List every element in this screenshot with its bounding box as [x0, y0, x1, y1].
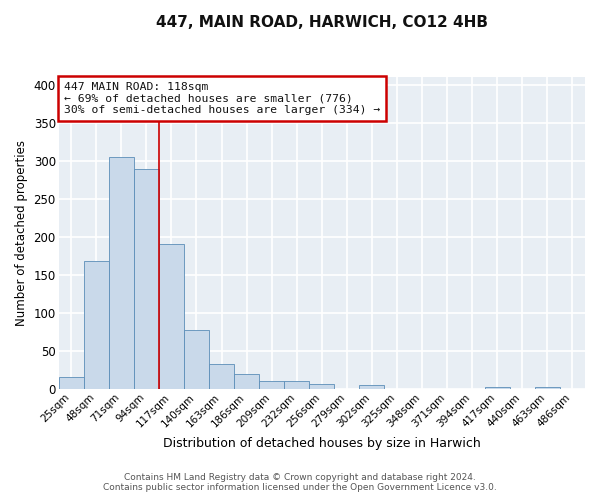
Bar [309, 384, 334, 389]
Bar [109, 157, 134, 389]
Bar [134, 169, 159, 389]
Text: Contains HM Land Registry data © Crown copyright and database right 2024.
Contai: Contains HM Land Registry data © Crown c… [103, 473, 497, 492]
X-axis label: Distribution of detached houses by size in Harwich: Distribution of detached houses by size … [163, 437, 481, 450]
Bar [209, 364, 234, 389]
Bar [284, 382, 309, 389]
Text: 447 MAIN ROAD: 118sqm
← 69% of detached houses are smaller (776)
30% of semi-det: 447 MAIN ROAD: 118sqm ← 69% of detached … [64, 82, 380, 115]
Bar [159, 244, 184, 389]
Bar [83, 261, 109, 389]
Bar [184, 330, 209, 389]
Bar [359, 385, 385, 389]
Y-axis label: Number of detached properties: Number of detached properties [15, 140, 28, 326]
Bar [234, 374, 259, 389]
Bar [59, 377, 83, 389]
Title: 447, MAIN ROAD, HARWICH, CO12 4HB: 447, MAIN ROAD, HARWICH, CO12 4HB [156, 15, 488, 30]
Bar [485, 386, 510, 389]
Bar [535, 386, 560, 389]
Bar [259, 382, 284, 389]
